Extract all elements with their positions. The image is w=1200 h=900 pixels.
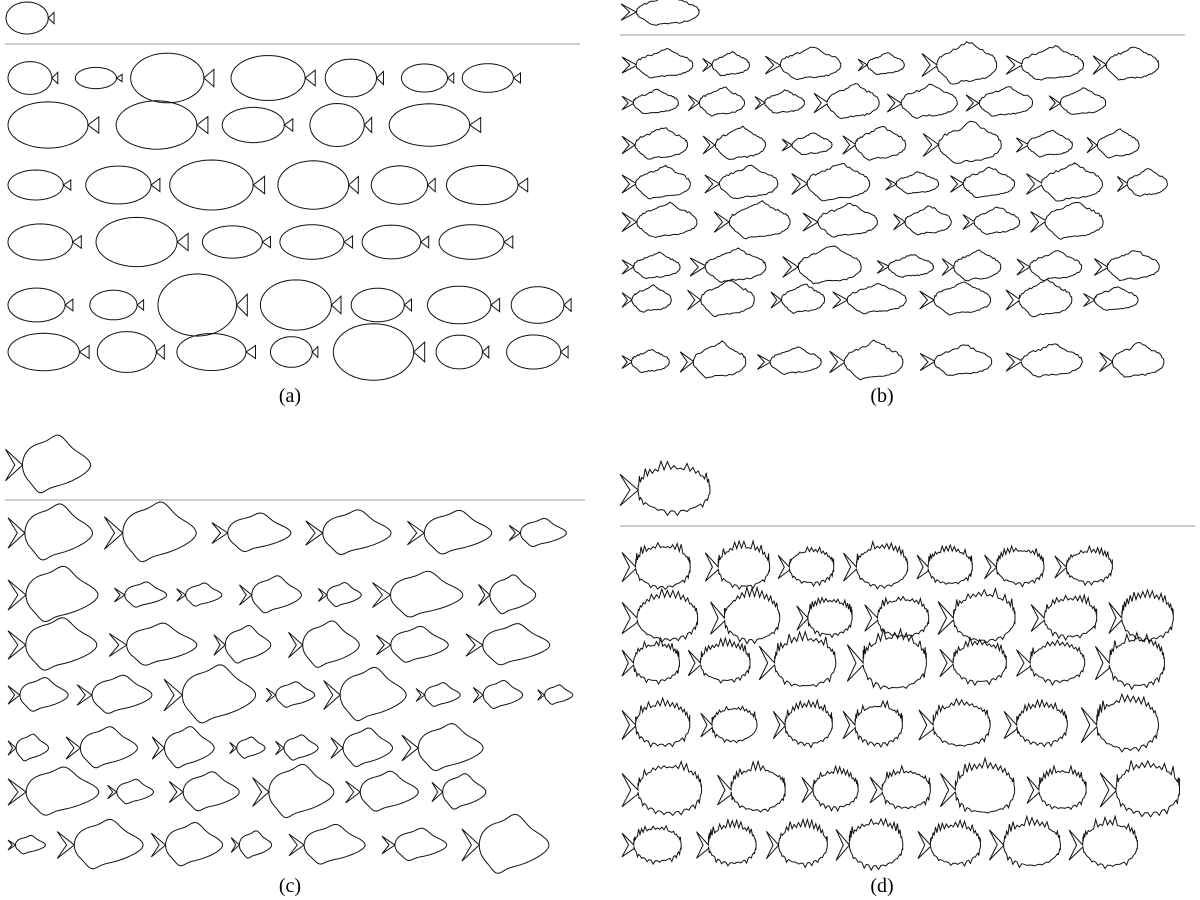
panel-label: (a) xyxy=(279,385,301,407)
panel-label: (c) xyxy=(279,875,301,897)
figure: (a) (b) (c) (d) xyxy=(0,0,1200,900)
background xyxy=(0,0,1200,900)
panel-label: (b) xyxy=(870,385,893,407)
panel-label: (d) xyxy=(870,875,893,897)
